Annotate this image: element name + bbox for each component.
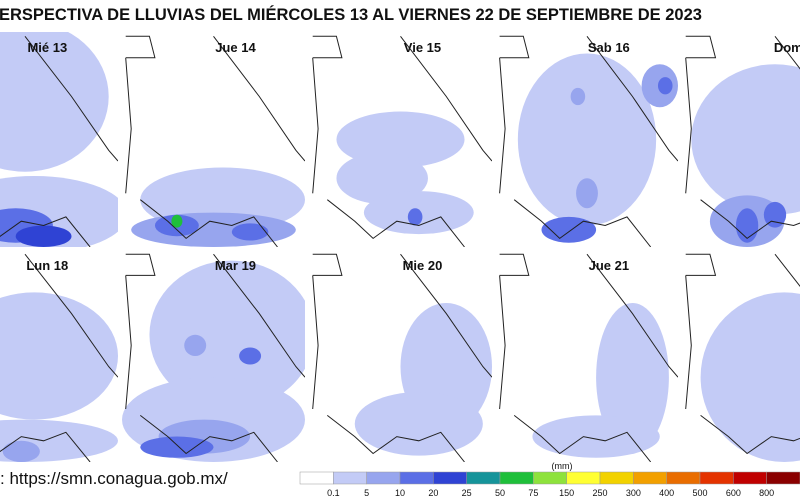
rain-area	[171, 214, 183, 228]
country-border	[326, 415, 465, 462]
map-panel	[122, 32, 305, 247]
rain-area	[131, 212, 296, 247]
map-panel	[309, 32, 492, 247]
country-border	[513, 199, 652, 247]
day-label: Mar 19	[215, 258, 256, 273]
title: ERSPECTIVA DE LLUVIAS DEL MIÉRCOLES 13 A…	[0, 5, 702, 24]
legend-label: 400	[659, 488, 674, 498]
rain-area	[0, 292, 118, 420]
country-border	[139, 199, 278, 247]
rain-area	[140, 436, 214, 458]
rain-area	[517, 53, 657, 226]
state-border	[685, 253, 800, 410]
country-border	[139, 415, 278, 462]
state-border	[499, 35, 678, 194]
legend-label: 600	[726, 488, 741, 498]
country-border	[0, 431, 91, 462]
legend-swatch	[533, 471, 567, 485]
map-panel	[496, 32, 678, 247]
map-panel	[0, 32, 118, 247]
legend-label: 5	[364, 488, 369, 498]
rain-area	[0, 32, 109, 172]
legend-label: 800	[759, 488, 774, 498]
rain-area	[763, 201, 787, 228]
legend-swatch	[466, 471, 501, 485]
legend-swatch	[599, 471, 634, 485]
legend-swatch	[433, 471, 467, 485]
legend-label: 300	[626, 488, 641, 498]
legend-unit: (mm)	[552, 461, 573, 471]
legend-swatch	[333, 471, 367, 485]
country-border	[326, 199, 465, 247]
rain-area	[336, 111, 465, 168]
state-border	[312, 253, 492, 410]
legend-swatch	[699, 471, 734, 485]
map-panel	[496, 250, 678, 462]
state-border	[24, 253, 118, 378]
state-border	[24, 35, 118, 162]
state-border	[685, 35, 800, 194]
day-label: Dom 17	[774, 40, 800, 55]
map-panel	[0, 250, 118, 462]
rain-area	[700, 292, 800, 462]
map-panel	[122, 250, 305, 462]
day-label: Vie 15	[404, 40, 441, 55]
state-border	[125, 35, 305, 194]
rain-area	[735, 208, 759, 243]
day-label: Sab 16	[588, 40, 630, 55]
country-border	[700, 199, 800, 240]
state-border	[312, 35, 492, 194]
legend-label: 10	[395, 488, 405, 498]
legend-swatch	[666, 471, 701, 485]
map-panel	[682, 250, 800, 462]
state-border	[499, 253, 678, 410]
source-link: : https://smn.conagua.gob.mx/	[0, 469, 228, 488]
day-label: Lun 18	[26, 258, 68, 273]
legend-swatch	[566, 471, 601, 485]
legend-swatch	[766, 471, 800, 485]
rain-area	[354, 392, 483, 456]
legend-swatch	[399, 471, 434, 485]
rain-area	[2, 440, 40, 462]
legend-swatch	[499, 471, 534, 485]
rain-area	[149, 260, 305, 409]
country-border	[700, 415, 800, 455]
state-border	[125, 253, 305, 410]
rain-area	[691, 64, 800, 215]
legend-swatch	[366, 471, 401, 485]
day-label: Jue 14	[215, 40, 256, 55]
day-label: Jue 21	[589, 258, 629, 273]
rain-area	[15, 225, 72, 247]
rain-area	[407, 208, 423, 226]
rain-area	[541, 216, 597, 243]
rain-area	[576, 178, 598, 209]
legend-swatch	[299, 471, 334, 485]
legend-label: 250	[592, 488, 607, 498]
map-panel	[682, 32, 800, 247]
day-label: Mie 20	[403, 258, 443, 273]
legend-label: 20	[428, 488, 438, 498]
rain-area	[657, 77, 673, 95]
map-panel	[309, 250, 492, 462]
rain-area	[231, 223, 269, 241]
rain-area	[532, 415, 660, 458]
rain-area	[239, 347, 262, 365]
country-border	[513, 415, 652, 462]
legend-label: 25	[462, 488, 472, 498]
rain-area	[570, 87, 586, 106]
legend-swatch	[633, 471, 667, 485]
legend-label: 500	[692, 488, 707, 498]
legend-label: 0.1	[327, 488, 340, 498]
country-border	[0, 216, 91, 247]
legend-label: 50	[495, 488, 505, 498]
day-label: Mié 13	[27, 40, 67, 55]
legend-label: 150	[559, 488, 574, 498]
rain-area	[184, 334, 207, 356]
rain-area	[336, 152, 428, 204]
legend-label: 75	[528, 488, 538, 498]
legend-swatch	[733, 471, 767, 485]
